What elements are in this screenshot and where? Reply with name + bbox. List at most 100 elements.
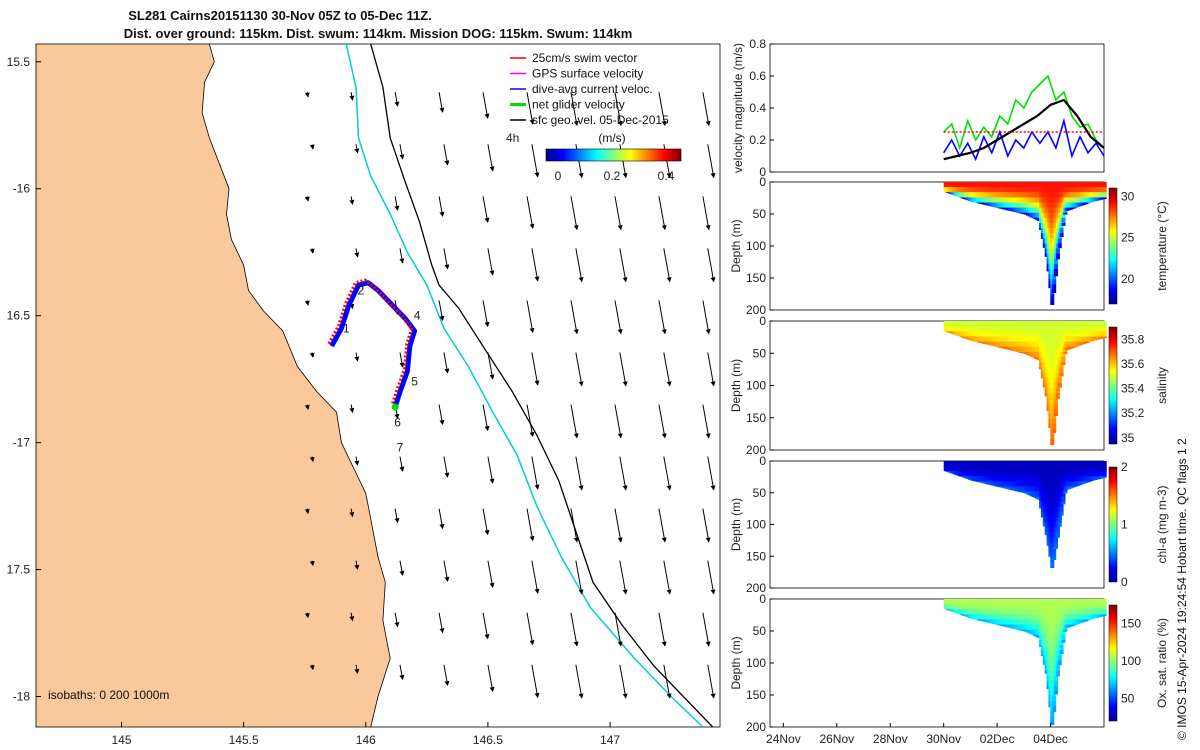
section-colorbar-label: temperature (°C) bbox=[1155, 201, 1169, 291]
section-y-tick-label: 200 bbox=[746, 581, 766, 595]
section-cell bbox=[1052, 696, 1057, 702]
geo-velocity-arrow bbox=[658, 196, 667, 231]
section-cell bbox=[1052, 413, 1057, 420]
section-cell bbox=[1057, 522, 1062, 527]
section-colorbar-tick-label: 25 bbox=[1121, 231, 1135, 245]
geo-velocity-arrow bbox=[531, 144, 540, 178]
geo-velocity-arrow bbox=[399, 144, 405, 160]
glider-current-position bbox=[391, 403, 399, 411]
geo-velocity-arrow bbox=[570, 612, 579, 647]
title-line-1: SL281 Cairns20151130 30-Nov 05Z to 05-De… bbox=[128, 8, 432, 23]
section-cell bbox=[1055, 253, 1060, 260]
geo-velocity-arrow bbox=[349, 404, 355, 414]
geo-velocity-arrow bbox=[399, 664, 405, 681]
section-cell bbox=[1072, 346, 1077, 348]
section-y-tick-label: 150 bbox=[746, 549, 766, 563]
geo-velocity-arrow bbox=[309, 456, 315, 463]
section-cell bbox=[1057, 516, 1062, 523]
section-cell bbox=[1054, 263, 1058, 270]
section-colorbar-tick-label: 35.8 bbox=[1121, 332, 1145, 346]
section-cell bbox=[1102, 604, 1107, 610]
section-cell bbox=[1070, 207, 1075, 209]
section-cell bbox=[1102, 321, 1107, 327]
section-cell bbox=[1061, 352, 1066, 358]
section-y-tick-label: 150 bbox=[746, 688, 766, 702]
geo-velocity-arrow bbox=[702, 508, 711, 543]
time-tick-label: 02Dec bbox=[980, 732, 1015, 746]
geo-velocity-arrow bbox=[575, 352, 584, 387]
section-cell bbox=[1052, 419, 1057, 425]
section-y-tick-label: 50 bbox=[753, 207, 767, 221]
map-content: 1 2 4 5 6 7 bbox=[36, 44, 716, 727]
section-cell bbox=[1054, 691, 1058, 695]
geo-velocity-arrow bbox=[482, 196, 490, 223]
section-y-tick-label: 100 bbox=[746, 518, 766, 532]
section-cell bbox=[1052, 429, 1057, 433]
geo-velocity-arrow bbox=[438, 92, 445, 113]
section-y-tick-label: 50 bbox=[753, 486, 767, 500]
velocity-frame bbox=[769, 43, 1105, 173]
section-cell bbox=[1050, 721, 1055, 726]
section-y-tick-label: 150 bbox=[746, 411, 766, 425]
section-colorbar-tick-label: 150 bbox=[1121, 617, 1141, 631]
time-tick-label: 04Dec bbox=[1033, 732, 1068, 746]
section-cell bbox=[1059, 645, 1064, 651]
velocity-ylabel: velocity magnitude (m/s) bbox=[731, 43, 745, 173]
geo-velocity-arrow bbox=[394, 196, 400, 211]
section-cell bbox=[1102, 192, 1107, 198]
map-x-tick-label: 146.5 bbox=[473, 733, 503, 747]
section-cell bbox=[1050, 439, 1055, 445]
section-y-tick-label: 0 bbox=[759, 175, 766, 189]
geo-velocity-arrow bbox=[614, 196, 623, 231]
track-map: 1 2 4 5 6 7 145 145.5 146 146.5 147 15.5 -16 16.5 -17… bbox=[7, 43, 721, 747]
geo-velocity-arrow bbox=[702, 300, 711, 335]
geo-velocity-arrow bbox=[399, 248, 405, 264]
geo-velocity-arrow bbox=[702, 612, 711, 647]
colorbar-title: (m/s) bbox=[598, 131, 625, 145]
velocity-series-line bbox=[943, 117, 1105, 162]
geo-velocity-arrow bbox=[619, 664, 628, 699]
section-y-tick-label: 0 bbox=[759, 454, 766, 468]
geo-velocity-arrow bbox=[482, 508, 490, 536]
colorbar-4h-label: 4h bbox=[506, 131, 519, 145]
section-colorbar-tick-label: 35.6 bbox=[1121, 357, 1145, 371]
section-cell bbox=[1059, 640, 1064, 646]
section-colorbar-label: Ox. sat. ratio (%) bbox=[1155, 618, 1169, 708]
section-cell bbox=[1052, 557, 1057, 560]
section-cell bbox=[1061, 217, 1066, 224]
geo-velocity-arrow bbox=[619, 248, 628, 283]
legend-entry: net glider velocity bbox=[532, 98, 625, 112]
geo-velocity-arrow bbox=[658, 612, 667, 647]
legend-entry: GPS surface velocity bbox=[532, 67, 643, 81]
section-cell bbox=[1070, 346, 1075, 349]
geo-velocity-arrow bbox=[304, 508, 310, 515]
geo-velocity-arrow bbox=[663, 352, 672, 387]
time-series-panels: 0 0.2 0.4 0.6 0.8 velocity magnitude (m/s) 0 50… bbox=[729, 37, 1169, 746]
geo-velocity-arrow bbox=[399, 352, 405, 368]
section-cell bbox=[1102, 331, 1107, 338]
section-cell bbox=[1054, 403, 1058, 410]
velocity-series-line bbox=[943, 98, 1105, 161]
section-cell bbox=[1059, 501, 1064, 508]
geo-velocity-arrow bbox=[304, 196, 310, 202]
geo-velocity-arrow bbox=[394, 92, 400, 107]
geo-velocity-arrow bbox=[619, 456, 628, 491]
section-cell bbox=[1102, 599, 1107, 605]
geo-velocity-arrow bbox=[526, 300, 535, 334]
colorbar-tick-label: 0.2 bbox=[604, 169, 621, 183]
section-cell bbox=[1054, 542, 1058, 548]
section-cell bbox=[1052, 424, 1057, 430]
section-ylabel: Depth (m) bbox=[729, 359, 743, 412]
geo-velocity-arrow bbox=[438, 196, 445, 217]
geo-velocity-arrow bbox=[394, 508, 400, 524]
geo-velocity-arrow bbox=[570, 508, 579, 543]
section-cell bbox=[1061, 629, 1066, 636]
section-colorbar-label: chl-a (mg m-3) bbox=[1155, 485, 1169, 563]
section-cell bbox=[1050, 299, 1055, 305]
geo-velocity-arrow bbox=[309, 664, 315, 671]
section-cell bbox=[1072, 624, 1077, 626]
section-cell bbox=[1057, 655, 1062, 661]
geo-velocity-arrow bbox=[443, 560, 450, 582]
geo-velocity-arrow bbox=[526, 404, 535, 438]
